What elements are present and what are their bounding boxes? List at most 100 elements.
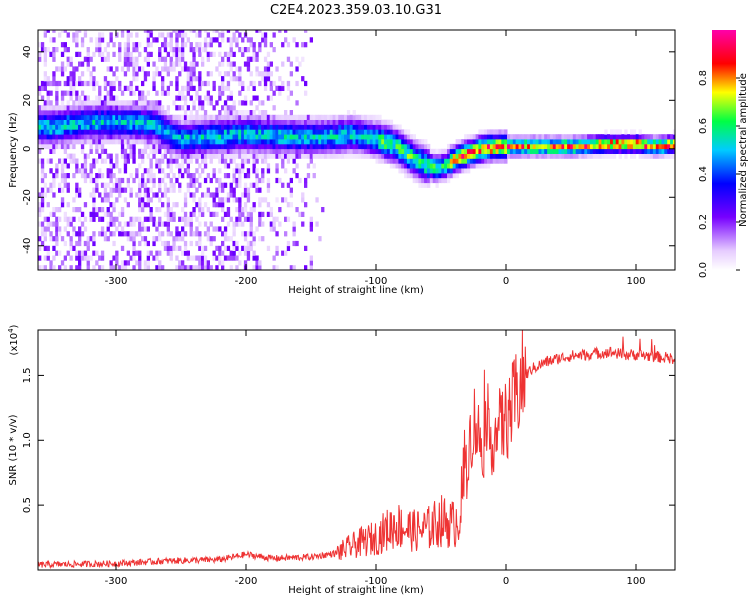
heatmap-cell bbox=[218, 182, 222, 188]
heatmap-cell bbox=[52, 211, 56, 217]
heatmap-cell bbox=[309, 255, 313, 261]
heatmap-cell bbox=[269, 143, 273, 150]
heatmap-cell bbox=[161, 119, 165, 125]
heatmap-cell bbox=[169, 231, 173, 237]
heatmap-cell bbox=[464, 168, 468, 174]
heatmap-cell bbox=[129, 231, 133, 237]
heatmap-cell bbox=[186, 255, 190, 261]
heatmap-cell bbox=[384, 153, 388, 159]
heatmap-cell bbox=[49, 90, 53, 96]
heatmap-cell bbox=[321, 139, 325, 145]
heatmap-cell bbox=[289, 71, 293, 77]
heatmap-cell bbox=[223, 119, 228, 125]
heatmap-cell bbox=[206, 231, 210, 237]
heatmap-cell bbox=[381, 129, 385, 135]
heatmap-cell bbox=[46, 129, 50, 135]
heatmap-cell bbox=[266, 129, 271, 135]
heatmap-cell bbox=[58, 114, 62, 120]
heatmap-cell bbox=[158, 100, 162, 106]
heatmap-cell bbox=[52, 37, 56, 43]
heatmap-cell bbox=[635, 139, 639, 145]
heatmap-cell bbox=[201, 255, 205, 261]
heatmap-cell bbox=[52, 51, 56, 57]
heatmap-cell bbox=[178, 32, 182, 38]
heatmap-cell bbox=[129, 221, 133, 227]
heatmap-cell bbox=[398, 168, 402, 174]
heatmap-cell bbox=[223, 153, 228, 159]
heatmap-cell bbox=[335, 139, 339, 145]
heatmap-cell bbox=[86, 100, 90, 106]
heatmap-cell bbox=[524, 148, 528, 154]
heatmap-cell bbox=[40, 173, 45, 179]
heatmap-cell bbox=[78, 207, 82, 213]
heatmap-cell bbox=[126, 85, 130, 91]
heatmap-cell bbox=[441, 148, 445, 154]
heatmap-cell bbox=[38, 236, 42, 242]
heatmap-cell bbox=[52, 255, 56, 261]
heatmap-cell bbox=[175, 158, 179, 164]
heatmap-cell bbox=[166, 173, 170, 179]
heatmap-cell bbox=[158, 158, 162, 164]
heatmap-cell bbox=[115, 216, 119, 222]
heatmap-cell bbox=[181, 105, 185, 111]
heatmap-cell bbox=[607, 134, 611, 140]
heatmap-cell bbox=[189, 143, 193, 150]
heatmap-cell bbox=[146, 173, 150, 179]
heatmap-cell bbox=[118, 119, 122, 125]
heatmap-cell bbox=[152, 129, 156, 135]
heatmap-cell bbox=[106, 236, 110, 242]
heatmap-cell bbox=[100, 100, 105, 106]
heatmap-cell bbox=[295, 173, 299, 179]
heatmap-cell bbox=[464, 163, 468, 169]
heatmap-cell bbox=[181, 37, 185, 43]
heatmap-cell bbox=[232, 226, 236, 232]
heatmap-cell bbox=[72, 226, 76, 232]
heatmap-cell bbox=[384, 139, 388, 145]
heatmap-cell bbox=[75, 32, 79, 38]
heatmap-cell bbox=[161, 143, 165, 150]
heatmap-cell bbox=[203, 114, 208, 120]
heatmap-cell bbox=[598, 153, 602, 159]
heatmap-cell bbox=[366, 148, 371, 154]
heatmap-cell bbox=[335, 129, 339, 135]
heatmap-cell bbox=[175, 61, 179, 67]
heatmap-cell bbox=[404, 143, 408, 150]
heatmap-cell bbox=[404, 148, 408, 154]
heatmap-cell bbox=[86, 255, 90, 261]
heatmap-cell bbox=[158, 129, 162, 135]
heatmap-cell bbox=[40, 207, 45, 213]
heatmap-cell bbox=[235, 255, 239, 261]
heatmap-cell bbox=[95, 187, 99, 193]
heatmap-cell bbox=[118, 80, 122, 87]
heatmap-cell bbox=[498, 139, 502, 145]
heatmap-cell bbox=[66, 221, 70, 227]
heatmap-cell bbox=[246, 255, 251, 261]
colorbar-ticks: 0.00.20.40.60.8 bbox=[698, 70, 740, 278]
heatmap-cell bbox=[172, 240, 176, 247]
heatmap-cell bbox=[100, 207, 105, 213]
heatmap-cell bbox=[275, 177, 279, 184]
heatmap-cell bbox=[318, 143, 322, 150]
heatmap-cell bbox=[92, 265, 96, 270]
heatmap-cell bbox=[206, 114, 210, 120]
heatmap-cell bbox=[146, 114, 150, 120]
heatmap-cell bbox=[181, 265, 185, 270]
heatmap-cell bbox=[521, 153, 525, 159]
heatmap-cell bbox=[295, 114, 299, 120]
heatmap-cell bbox=[63, 66, 67, 72]
heatmap-cell bbox=[241, 100, 245, 106]
heatmap-cell bbox=[243, 158, 248, 164]
heatmap-cell bbox=[238, 207, 242, 213]
heatmap-cell bbox=[103, 192, 108, 198]
heatmap-cell bbox=[584, 148, 588, 154]
heatmap-cell bbox=[83, 250, 88, 256]
heatmap-cell bbox=[132, 56, 136, 62]
heatmap-cell bbox=[478, 134, 482, 140]
heatmap-cell bbox=[630, 134, 634, 140]
heatmap-cell bbox=[66, 80, 70, 87]
heatmap-cell bbox=[149, 100, 153, 106]
heatmap-cell bbox=[638, 143, 642, 150]
heatmap-cell bbox=[223, 51, 228, 57]
heatmap-cell bbox=[138, 250, 142, 256]
heatmap-cell bbox=[241, 245, 245, 251]
